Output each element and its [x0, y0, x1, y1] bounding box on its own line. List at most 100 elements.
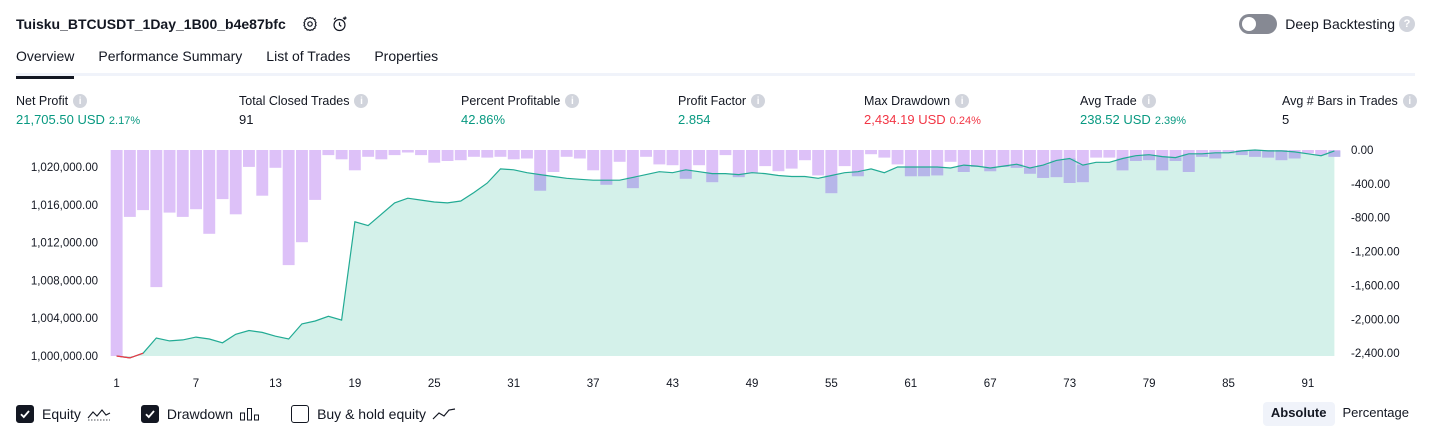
drawdown-bar: [984, 150, 997, 172]
metric-total-closed-trades: Total Closed Trades i 91: [239, 92, 369, 127]
drawdown-bar: [1010, 150, 1023, 168]
alert-clock-icon[interactable]: [330, 14, 350, 34]
tab-properties[interactable]: Properties: [374, 48, 439, 64]
deep-backtesting-toggle[interactable]: [1239, 14, 1278, 34]
drawdown-overlap-bar: [904, 167, 917, 177]
drawdown-bar: [560, 150, 573, 157]
drawdown-bar: [851, 150, 864, 177]
drawdown-bar: [653, 150, 666, 165]
x-axis-tick-label: 55: [825, 378, 838, 390]
x-axis-tick-label: 25: [428, 378, 441, 390]
deep-backtesting-control: Deep Backtesting ?: [1239, 12, 1415, 36]
equity-toggle[interactable]: Equity: [16, 405, 111, 423]
drawdown-overlap-bar: [1076, 165, 1089, 183]
equity-negative-segment: [116, 352, 144, 359]
drawdown-overlap-bar: [1010, 164, 1023, 168]
absolute-mode-button[interactable]: Absolute: [1262, 402, 1335, 426]
drawdown-bar: [428, 150, 441, 163]
info-icon[interactable]: i: [751, 94, 766, 108]
drawdown-bar: [203, 150, 216, 234]
drawdown-bar: [481, 150, 494, 158]
info-icon[interactable]: i: [73, 94, 88, 108]
equity-checkbox[interactable]: [16, 405, 34, 423]
drawdown-bar: [732, 150, 745, 178]
drawdown-bar: [904, 150, 917, 177]
drawdown-bar: [1037, 150, 1050, 178]
tab-overview[interactable]: Overview: [16, 44, 75, 79]
info-icon[interactable]: i: [955, 94, 970, 108]
settings-icon[interactable]: [300, 14, 320, 34]
tab-list-of-trades[interactable]: List of Trades: [266, 48, 351, 64]
drawdown-bar: [785, 150, 798, 169]
metric-label: Avg Trade: [1080, 94, 1137, 108]
info-icon[interactable]: i: [354, 94, 369, 108]
right-axis-tick-label: -1,200.00: [1351, 247, 1400, 259]
drawdown-overlap-bar: [957, 165, 970, 172]
buy-hold-toggle[interactable]: Buy & hold equity: [291, 405, 456, 423]
tab-performance-summary[interactable]: Performance Summary: [98, 48, 243, 64]
drawdown-label: Drawdown: [166, 406, 234, 422]
drawdown-overlap-bar: [534, 174, 547, 191]
drawdown-bar: [878, 150, 891, 158]
drawdown-overlap-bar: [918, 167, 930, 177]
x-axis-tick-label: 1: [113, 378, 119, 390]
info-icon[interactable]: i: [565, 94, 580, 108]
drawdown-bar: [1090, 150, 1103, 158]
metric-value: 5: [1282, 112, 1290, 127]
metric-value: 42.86%: [461, 112, 506, 127]
metric-label: Profit Factor: [678, 94, 747, 108]
drawdown-bar: [1302, 150, 1314, 154]
metric-net-profit: Net Profit i 21,705.50 USD 2.17%: [16, 92, 140, 127]
drawdown-bar: [309, 150, 322, 200]
drawdown-toggle[interactable]: Drawdown: [140, 405, 261, 423]
drawdown-overlap-bar: [706, 173, 719, 183]
x-axis-tick-label: 37: [587, 378, 600, 390]
drawdown-bar: [362, 150, 375, 157]
drawdown-bar: [997, 150, 1010, 167]
drawdown-overlap-bar: [1143, 154, 1155, 161]
drawdown-bar: [626, 150, 639, 189]
metric-label: Total Closed Trades: [239, 94, 350, 108]
info-icon[interactable]: i: [1402, 94, 1417, 108]
drawdown-bar: [600, 150, 613, 185]
drawdown-overlap-bar: [1116, 158, 1129, 171]
drawdown-bar: [494, 150, 507, 157]
x-axis-tick-label: 67: [984, 378, 997, 390]
equity-drawdown-chart[interactable]: 1,000,000.00 1,004,000.00 1,008,000.00 1,01…: [0, 140, 1431, 396]
right-axis-tick-label: 0.00: [1351, 145, 1373, 157]
drawdown-bar: [388, 150, 401, 156]
report-tabs: Overview Performance Summary List of Tra…: [16, 44, 1415, 79]
value-mode-switch: Absolute Percentage: [1262, 402, 1417, 426]
drawdown-bar: [759, 150, 772, 167]
drawdown-overlap-bar: [1129, 155, 1142, 161]
drawdown-bar: [613, 150, 626, 162]
drawdown-bar: [176, 150, 189, 217]
buy-hold-checkbox[interactable]: [291, 405, 310, 423]
drawdown-bar: [1315, 150, 1328, 156]
left-axis-tick-label: 1,020,000.00: [31, 162, 98, 174]
help-icon[interactable]: ?: [1399, 16, 1415, 32]
right-axis-tick-label: -800.00: [1351, 213, 1390, 225]
info-icon[interactable]: i: [1141, 94, 1156, 108]
left-axis-tick-label: 1,004,000.00: [31, 313, 98, 325]
metric-percent: 2.17%: [108, 115, 141, 127]
drawdown-bar: [891, 150, 904, 165]
drawdown-bar: [944, 150, 957, 162]
metric-value: 21,705.50 USD: [16, 112, 105, 127]
drawdown-bar: [137, 150, 149, 211]
drawdown-bar: [746, 150, 758, 173]
drawdown-bar: [348, 150, 361, 171]
percentage-mode-button[interactable]: Percentage: [1342, 405, 1410, 420]
right-axis-tick-label: -400.00: [1351, 179, 1390, 191]
drawdown-bar: [719, 150, 732, 156]
drawdown-overlap-bar: [732, 174, 745, 178]
drawdown-bar: [534, 150, 547, 191]
metric-label: Net Profit: [16, 94, 69, 108]
drawdown-bar: [931, 150, 944, 176]
drawdown-bar: [441, 150, 454, 161]
drawdown-bar: [110, 150, 123, 356]
drawdown-checkbox[interactable]: [140, 405, 159, 423]
drawdown-bar: [454, 150, 467, 161]
metric-value: 2,434.19 USD: [864, 112, 946, 127]
x-axis-tick-label: 91: [1302, 378, 1315, 390]
